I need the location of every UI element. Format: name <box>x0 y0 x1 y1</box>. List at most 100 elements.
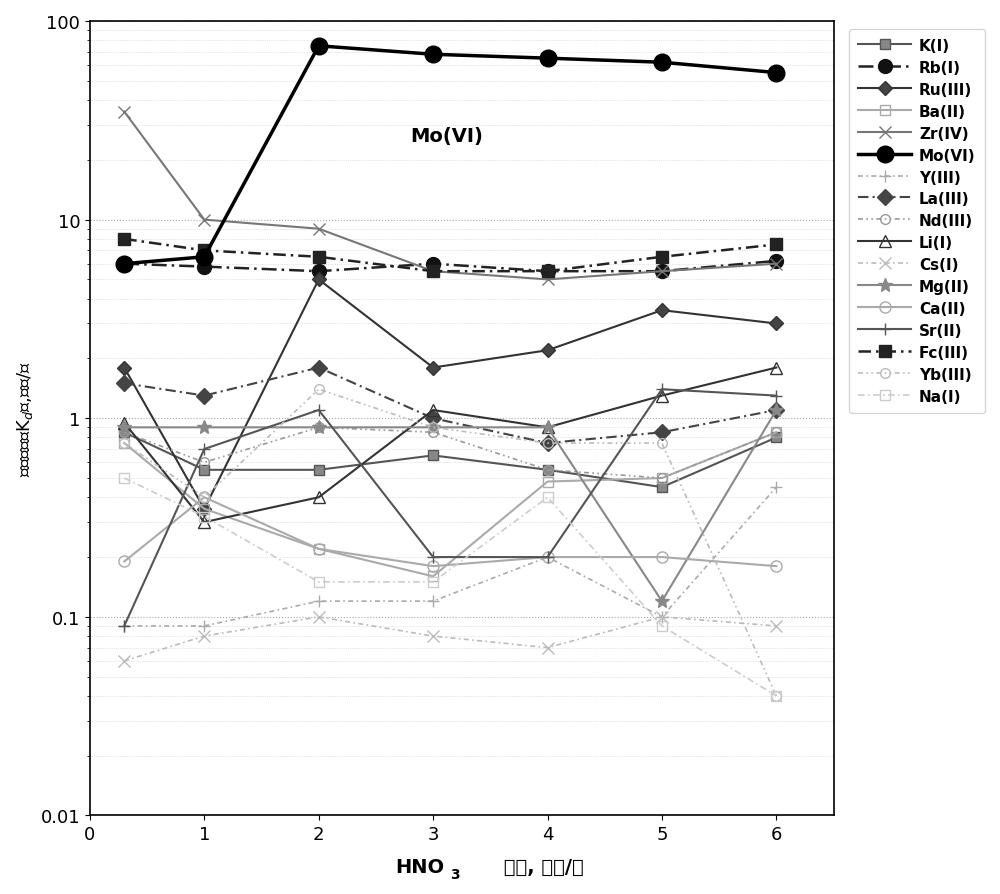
Ca(II) <box>656 552 668 563</box>
Sr(II) <box>313 405 325 416</box>
Na(I) <box>313 577 325 587</box>
Mg(II) <box>198 423 210 434</box>
Na(I) <box>198 511 210 522</box>
Yb(III) <box>427 423 439 434</box>
Na(I) <box>770 691 782 702</box>
Sr(II) <box>198 444 210 455</box>
Line: Nd(III): Nd(III) <box>119 423 781 484</box>
Yb(III) <box>198 493 210 503</box>
Na(I) <box>656 620 668 631</box>
Fc(III) <box>427 266 439 277</box>
Fc(III) <box>198 246 210 257</box>
Cs(I) <box>656 611 668 622</box>
Mo(VI) <box>542 54 554 64</box>
Yb(III) <box>313 384 325 395</box>
Y(III) <box>198 620 210 631</box>
Rb(I) <box>427 259 439 270</box>
K(I) <box>770 433 782 443</box>
Li(I) <box>770 363 782 374</box>
La(III) <box>313 363 325 374</box>
Line: Na(I): Na(I) <box>119 474 781 701</box>
Yb(III) <box>118 438 130 449</box>
Ca(II) <box>118 556 130 567</box>
Y(III) <box>656 611 668 622</box>
Ca(II) <box>770 561 782 572</box>
Line: Ru(III): Ru(III) <box>119 275 781 514</box>
Line: Li(I): Li(I) <box>119 363 782 528</box>
K(I) <box>313 465 325 476</box>
Rb(I) <box>118 259 130 270</box>
Fc(III) <box>313 252 325 263</box>
Line: La(III): La(III) <box>119 363 782 449</box>
Y(III) <box>770 482 782 493</box>
Line: Zr(IV): Zr(IV) <box>118 106 783 286</box>
Mo(VI) <box>198 252 210 263</box>
Rb(I) <box>656 266 668 277</box>
Text: HNO: HNO <box>395 857 445 876</box>
Legend: K(I), Rb(I), Ru(III), Ba(II), Zr(IV), Mo(VI), Y(III), La(III), Nd(III), Li(I), C: K(I), Rb(I), Ru(III), Ba(II), Zr(IV), Mo… <box>849 30 985 414</box>
Ba(II) <box>542 477 554 487</box>
Zr(IV) <box>118 107 130 118</box>
Li(I) <box>427 405 439 416</box>
Text: Mo(VI): Mo(VI) <box>410 126 483 146</box>
Line: Yb(III): Yb(III) <box>119 385 781 701</box>
Line: Mg(II): Mg(II) <box>117 403 783 609</box>
Ca(II) <box>427 561 439 572</box>
K(I) <box>656 482 668 493</box>
Rb(I) <box>313 266 325 277</box>
Ru(III) <box>542 345 554 356</box>
Fc(III) <box>656 252 668 263</box>
Y(III) <box>118 620 130 631</box>
Rb(I) <box>542 266 554 277</box>
Mg(II) <box>118 423 130 434</box>
Mo(VI) <box>313 41 325 52</box>
Fc(III) <box>118 234 130 245</box>
Line: Ca(II): Ca(II) <box>119 493 782 572</box>
Line: Mo(VI): Mo(VI) <box>116 38 785 273</box>
Sr(II) <box>656 384 668 395</box>
Zr(IV) <box>427 266 439 277</box>
Zr(IV) <box>542 274 554 285</box>
Mo(VI) <box>427 50 439 61</box>
La(III) <box>118 378 130 389</box>
Sr(II) <box>118 620 130 631</box>
Mg(II) <box>656 596 668 607</box>
Mg(II) <box>427 423 439 434</box>
Ru(III) <box>427 363 439 374</box>
Ba(II) <box>198 504 210 515</box>
Nd(III) <box>427 427 439 438</box>
Cs(I) <box>427 631 439 642</box>
Line: K(I): K(I) <box>119 428 781 493</box>
La(III) <box>542 438 554 449</box>
Na(I) <box>542 493 554 503</box>
Ba(II) <box>770 427 782 438</box>
Y-axis label: 分配系数（K$_d$）,毫升/克: 分配系数（K$_d$）,毫升/克 <box>15 361 35 477</box>
Ca(II) <box>198 493 210 503</box>
Zr(IV) <box>770 259 782 270</box>
Mo(VI) <box>656 58 668 69</box>
Cs(I) <box>542 643 554 654</box>
Nd(III) <box>656 473 668 484</box>
Nd(III) <box>313 423 325 434</box>
La(III) <box>427 413 439 424</box>
Ru(III) <box>118 363 130 374</box>
Na(I) <box>427 577 439 587</box>
Line: Cs(I): Cs(I) <box>118 611 783 668</box>
La(III) <box>656 427 668 438</box>
K(I) <box>542 465 554 476</box>
Nd(III) <box>542 465 554 476</box>
Mg(II) <box>542 423 554 434</box>
Text: 3: 3 <box>450 866 460 881</box>
Nd(III) <box>198 458 210 468</box>
Ca(II) <box>542 552 554 563</box>
Y(III) <box>427 596 439 607</box>
La(III) <box>198 391 210 401</box>
Li(I) <box>118 417 130 428</box>
K(I) <box>427 451 439 461</box>
Mg(II) <box>770 405 782 416</box>
Na(I) <box>118 473 130 484</box>
Fc(III) <box>770 240 782 250</box>
Ba(II) <box>427 571 439 582</box>
Line: Y(III): Y(III) <box>118 481 783 632</box>
K(I) <box>118 427 130 438</box>
